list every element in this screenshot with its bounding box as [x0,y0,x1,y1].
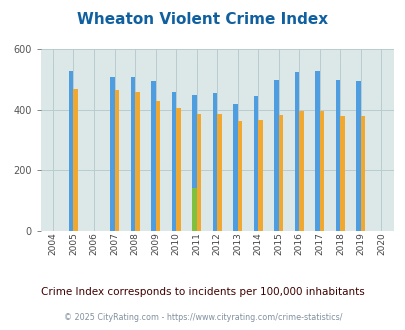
Bar [130,77,135,231]
Bar [73,89,78,231]
Bar [319,111,324,231]
Bar [192,95,196,231]
Bar [237,120,242,231]
Bar [339,116,344,231]
Text: Wheaton Violent Crime Index: Wheaton Violent Crime Index [77,12,328,26]
Bar [135,92,139,231]
Bar [192,188,196,231]
Bar [217,114,221,231]
Bar [335,80,339,231]
Bar [294,72,298,231]
Bar [151,81,155,231]
Bar [212,93,217,231]
Bar [356,81,360,231]
Text: Crime Index corresponds to incidents per 100,000 inhabitants: Crime Index corresponds to incidents per… [41,287,364,297]
Bar [298,111,303,231]
Bar [110,77,114,231]
Bar [196,114,201,231]
Bar [278,115,283,231]
Bar [360,116,364,231]
Bar [258,120,262,231]
Bar [315,71,319,231]
Bar [274,80,278,231]
Bar [114,90,119,231]
Bar [253,96,258,231]
Bar [171,92,176,231]
Bar [155,101,160,231]
Bar [232,104,237,231]
Bar [69,71,73,231]
Bar [176,109,180,231]
Text: © 2025 CityRating.com - https://www.cityrating.com/crime-statistics/: © 2025 CityRating.com - https://www.city… [64,313,341,322]
